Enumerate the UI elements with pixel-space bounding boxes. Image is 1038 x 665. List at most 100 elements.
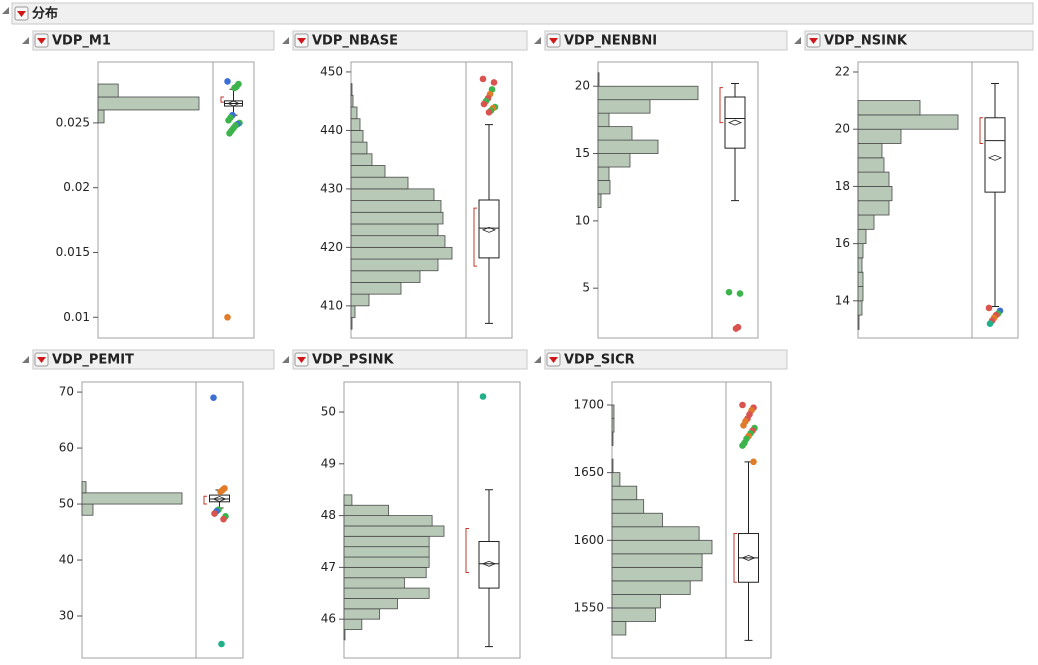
histogram-bar <box>343 629 346 641</box>
histogram-bar <box>857 114 959 130</box>
box <box>478 540 500 589</box>
disclosure-icon[interactable] <box>534 37 541 44</box>
histogram-bar <box>350 270 421 283</box>
y-tick-label: 20 <box>835 122 850 136</box>
outlier <box>732 325 740 332</box>
histogram-bar <box>350 200 442 213</box>
outlier <box>479 393 487 400</box>
disclosure-icon[interactable] <box>2 7 9 14</box>
histogram-bar <box>343 515 433 527</box>
y-tick-label: 5 <box>582 281 590 295</box>
y-tick-label: 15 <box>575 146 590 160</box>
y-tick-label: 410 <box>320 298 343 312</box>
histogram-bar <box>343 587 430 599</box>
plot-frame <box>81 381 244 659</box>
y-tick-label: 450 <box>320 64 343 78</box>
histogram-bar <box>350 223 439 237</box>
y-tick-label: 16 <box>835 236 850 250</box>
histogram-bar <box>350 305 356 318</box>
histogram-bar <box>343 494 353 506</box>
histogram-bar <box>857 171 890 187</box>
histogram-bar <box>350 293 370 307</box>
histogram-bar <box>350 130 364 143</box>
disclosure-icon[interactable] <box>534 356 541 363</box>
panel-header <box>292 30 528 51</box>
histogram-bar <box>350 235 446 248</box>
disclosure-icon[interactable] <box>282 37 289 44</box>
panel-title: VDP_M1 <box>52 34 111 49</box>
disclosure-icon[interactable] <box>282 356 289 363</box>
y-tick-label: 1600 <box>573 533 604 547</box>
menu-icon <box>549 357 558 363</box>
mean-diamond <box>481 560 497 567</box>
histogram-bar <box>611 431 614 446</box>
outlier <box>985 304 993 312</box>
histogram-bar <box>350 118 361 131</box>
histogram-bar <box>611 539 713 555</box>
y-tick-label: 20 <box>575 79 590 93</box>
histogram-bar <box>611 404 615 419</box>
y-tick-label: 0.02 <box>63 180 90 194</box>
outlier <box>740 421 747 429</box>
panel-title: VDP_NENBNI <box>564 34 657 49</box>
histogram-bar <box>343 608 381 620</box>
panel-header <box>32 30 275 51</box>
histogram-bar <box>597 126 633 141</box>
y-tick-label: 48 <box>321 508 336 522</box>
outlier <box>220 515 227 523</box>
menu-icon <box>37 38 46 44</box>
shortest-half <box>220 96 224 103</box>
histogram-bar <box>343 535 430 548</box>
y-tick-label: 47 <box>321 560 336 574</box>
shortest-half <box>719 87 723 124</box>
outlier <box>485 108 493 116</box>
disclosure-icon[interactable] <box>22 37 29 44</box>
y-tick-label: 60 <box>59 441 74 455</box>
panel-title: VDP_PEMIT <box>52 353 134 368</box>
y-tick-label: 440 <box>320 123 343 137</box>
mean-diamond <box>212 496 227 502</box>
outlier <box>231 84 238 92</box>
y-tick-label: 22 <box>835 65 850 79</box>
histogram-bar <box>343 577 405 589</box>
histogram-bar <box>597 193 602 208</box>
outlier <box>211 510 218 517</box>
outlier <box>736 290 744 297</box>
y-tick-label: 30 <box>59 609 74 623</box>
histogram-bar <box>81 492 183 505</box>
histogram-bar <box>597 153 631 168</box>
whisker-low <box>744 582 753 641</box>
histogram-bar <box>350 246 453 260</box>
histogram-bar <box>857 271 864 287</box>
outlier <box>739 442 746 449</box>
whisker-low <box>485 588 493 648</box>
histogram-bar <box>611 526 700 541</box>
y-tick-label: 0.015 <box>56 245 90 259</box>
histogram-bar <box>350 141 368 155</box>
histogram-bar <box>611 566 703 582</box>
shortest-half <box>733 533 737 583</box>
disclosure-icon[interactable] <box>794 37 801 44</box>
histogram-bar <box>857 143 883 159</box>
outlier <box>739 401 746 409</box>
outlier <box>218 640 225 648</box>
box <box>478 199 500 259</box>
histogram-bar <box>611 458 614 474</box>
histogram-bar <box>597 166 610 181</box>
histogram-bar <box>611 594 661 609</box>
histogram-bar <box>350 165 386 178</box>
whisker-low <box>731 148 739 202</box>
y-tick-label: 70 <box>59 385 74 399</box>
menu-icon <box>297 357 306 363</box>
histogram-bar <box>343 598 398 610</box>
y-tick-label: 430 <box>320 181 343 195</box>
menu-icon <box>809 38 818 44</box>
histogram-bar <box>597 99 651 114</box>
y-tick-label: 1700 <box>573 398 604 412</box>
disclosure-icon[interactable] <box>22 356 29 363</box>
histogram-bar <box>857 157 885 173</box>
y-tick-label: 1650 <box>573 465 604 479</box>
histogram-bar <box>97 96 200 111</box>
y-tick-label: 420 <box>320 240 343 254</box>
histogram-bar <box>611 485 638 501</box>
